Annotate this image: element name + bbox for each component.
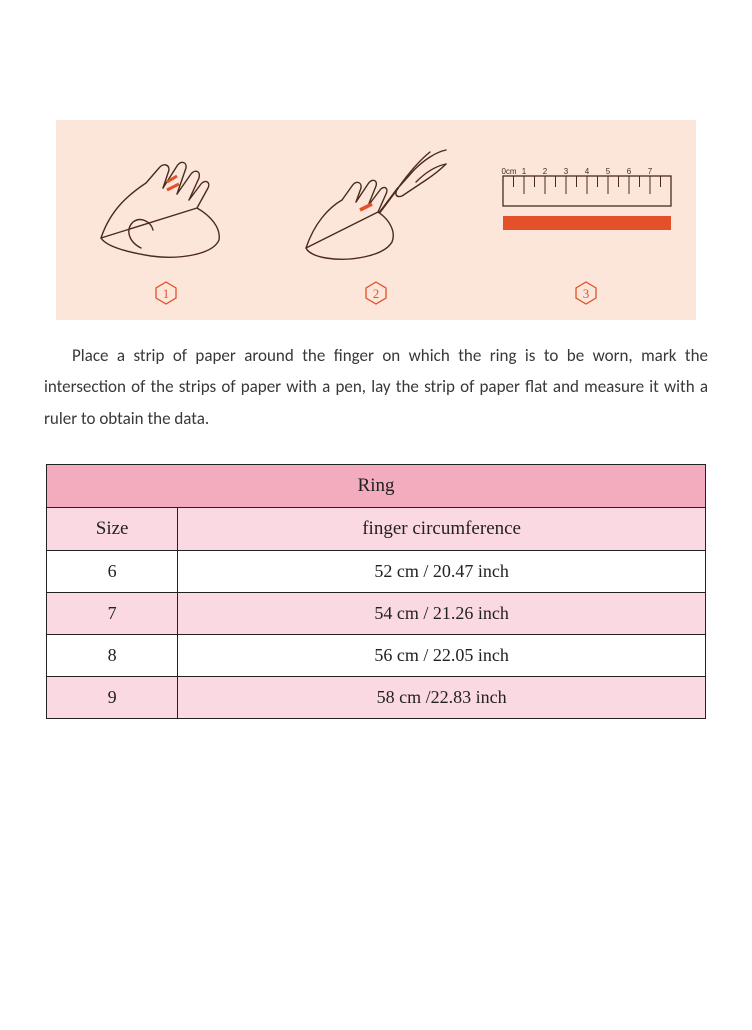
step-3-label: 3 — [583, 286, 590, 301]
svg-text:5: 5 — [606, 167, 611, 176]
table-col-size: Size — [47, 508, 178, 551]
svg-text:6: 6 — [627, 167, 632, 176]
hand-mark-illustration — [271, 130, 481, 275]
ring-size-table: Ring Size finger circumference 6 52 cm /… — [46, 464, 706, 719]
step-number-1: 1 — [154, 281, 178, 310]
instruction-diagram: 1 — [56, 120, 696, 320]
step-1-label: 1 — [163, 286, 170, 301]
diagram-step-2: 2 — [271, 130, 481, 310]
table-row: 8 56 cm / 22.05 inch — [47, 635, 706, 677]
table-title: Ring — [47, 465, 706, 508]
cell-circ: 58 cm /22.83 inch — [178, 677, 706, 719]
instructions-paragraph: Place a strip of paper around the finger… — [40, 340, 712, 434]
table-row: 7 54 cm / 21.26 inch — [47, 593, 706, 635]
step-number-3: 3 — [574, 281, 598, 310]
cell-size: 6 — [47, 551, 178, 593]
cell-circ: 56 cm / 22.05 inch — [178, 635, 706, 677]
table-body: 6 52 cm / 20.47 inch 7 54 cm / 21.26 inc… — [47, 551, 706, 719]
table-col-circ: finger circumference — [178, 508, 706, 551]
hand-wrap-illustration — [61, 130, 271, 275]
page-container: 1 — [0, 0, 752, 759]
step-2-label: 2 — [373, 286, 380, 301]
step-number-2: 2 — [364, 281, 388, 310]
table-row: 9 58 cm /22.83 inch — [47, 677, 706, 719]
svg-text:1: 1 — [522, 167, 527, 176]
svg-text:2: 2 — [543, 167, 548, 176]
ruler-illustration: 0cm 1 2 3 4 5 6 7 — [481, 130, 691, 275]
svg-text:7: 7 — [648, 167, 653, 176]
svg-text:0cm: 0cm — [501, 167, 516, 176]
table-row: 6 52 cm / 20.47 inch — [47, 551, 706, 593]
cell-size: 8 — [47, 635, 178, 677]
cell-size: 7 — [47, 593, 178, 635]
svg-text:4: 4 — [585, 167, 590, 176]
svg-text:3: 3 — [564, 167, 569, 176]
cell-size: 9 — [47, 677, 178, 719]
diagram-step-3: 0cm 1 2 3 4 5 6 7 3 — [481, 130, 691, 310]
diagram-step-1: 1 — [61, 130, 271, 310]
cell-circ: 54 cm / 21.26 inch — [178, 593, 706, 635]
cell-circ: 52 cm / 20.47 inch — [178, 551, 706, 593]
